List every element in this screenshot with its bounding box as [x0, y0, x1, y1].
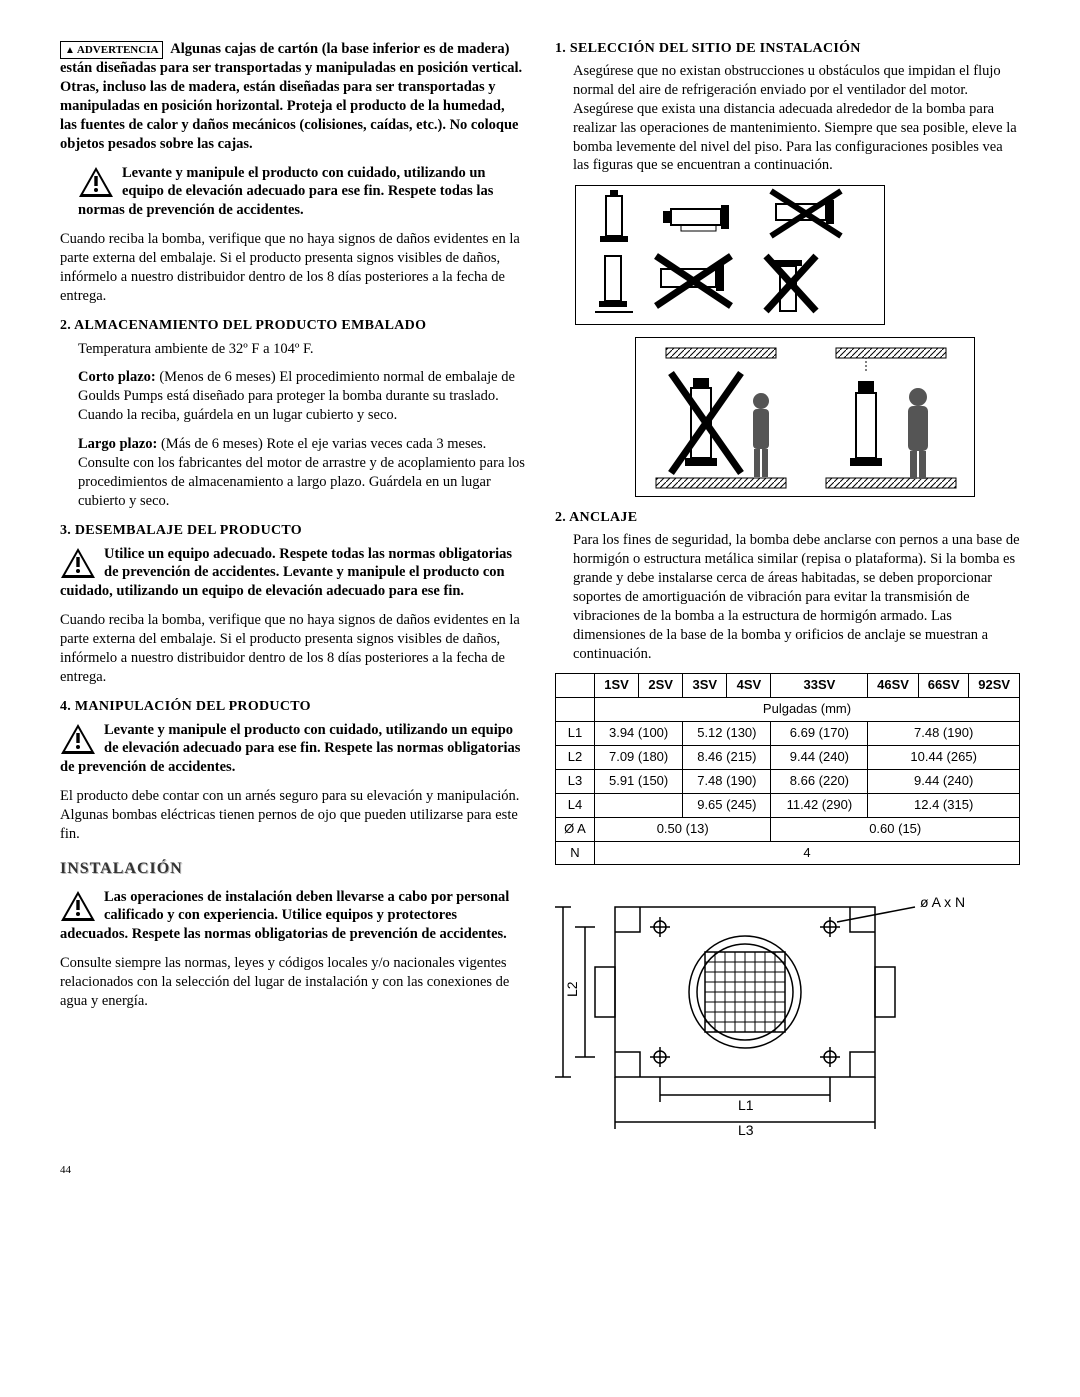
advert-para: ADVERTENCIA Algunas cajas de cartón (la … — [60, 40, 525, 154]
col-1sv: 1SV — [595, 674, 639, 698]
warning-triangle-icon — [60, 547, 96, 579]
heading-install: INSTALACIÓN — [60, 859, 525, 880]
table-cell: 7.48 (190) — [683, 769, 771, 793]
heading-storage: 2. ALMACENAMIENTO DEL PRODUCTO EMBALADO — [60, 317, 525, 335]
table-row: L13.94 (100)5.12 (130)6.69 (170)7.48 (19… — [556, 722, 1020, 746]
p7: El producto debe contar con un arnés seg… — [60, 787, 525, 844]
warning-triangle-icon — [60, 890, 96, 922]
row-label: N — [556, 841, 595, 865]
heading-unpack: 3. DESEMBALAJE DEL PRODUCTO — [60, 522, 525, 540]
table-cell: 9.44 (240) — [771, 746, 868, 770]
dim-axn: ø A x N — [920, 894, 965, 910]
warn4-text: Levante y manipule el producto con cuida… — [60, 722, 520, 776]
table-cell: 0.50 (13) — [595, 817, 771, 841]
table-row: L27.09 (180)8.46 (215)9.44 (240)10.44 (2… — [556, 746, 1020, 770]
right-p1: Asegúrese que no existan obstrucciones u… — [573, 62, 1020, 175]
table-cell: 9.44 (240) — [868, 769, 1020, 793]
table-cell: 6.69 (170) — [771, 722, 868, 746]
row-label: L2 — [556, 746, 595, 770]
page: ADVERTENCIA Algunas cajas de cartón (la … — [60, 40, 1020, 1143]
dim-l2: L2 — [564, 982, 580, 998]
heading-handling: 4. MANIPULACIÓN DEL PRODUCTO — [60, 698, 525, 716]
p5a: Largo plazo: — [78, 436, 157, 452]
table-cell: 4 — [595, 841, 1020, 865]
table-cell: 11.42 (290) — [771, 793, 868, 817]
table-cell: 7.09 (180) — [595, 746, 683, 770]
dim-l1: L1 — [738, 1097, 754, 1113]
dim-l4: L4 — [555, 982, 558, 998]
advert-badge: ADVERTENCIA — [60, 41, 163, 59]
page-number: 44 — [60, 1163, 1020, 1177]
row-label: L4 — [556, 793, 595, 817]
table-cell: 7.48 (190) — [868, 722, 1020, 746]
warn5-text: Las operaciones de instalación deben lle… — [60, 889, 509, 943]
warning-triangle-icon — [60, 723, 96, 755]
unit-cell: Pulgadas (mm) — [595, 698, 1020, 722]
table-cell: 8.66 (220) — [771, 769, 868, 793]
row-label: L1 — [556, 722, 595, 746]
warn1-text: Levante y manipule el producto con cuida… — [78, 165, 493, 219]
figure-baseplate: L1 L3 L2 L4 ø A x N — [555, 877, 1020, 1143]
table-row: Ø A0.50 (13)0.60 (15) — [556, 817, 1020, 841]
row-label: Ø A — [556, 817, 595, 841]
table-header-row: 1SV 2SV 3SV 4SV 33SV 46SV 66SV 92SV — [556, 674, 1020, 698]
table-cell — [595, 793, 683, 817]
p3: Temperatura ambiente de 32º F a 104º F. — [78, 340, 525, 359]
col-92sv: 92SV — [969, 674, 1020, 698]
table-cell: 10.44 (265) — [868, 746, 1020, 770]
table-cell: 5.91 (150) — [595, 769, 683, 793]
col-46sv: 46SV — [868, 674, 919, 698]
table-unit-row: Pulgadas (mm) — [556, 698, 1020, 722]
warning-block-1: Levante y manipule el producto con cuida… — [78, 164, 525, 221]
p5: Largo plazo: (Más de 6 meses) Rote el ej… — [78, 435, 525, 510]
p4: Corto plazo: (Menos de 6 meses) El proce… — [78, 368, 525, 425]
heading-anchor: 2. ANCLAJE — [555, 509, 1020, 527]
warning-triangle-icon — [78, 166, 114, 198]
table-cell: 8.46 (215) — [683, 746, 771, 770]
table-row: N4 — [556, 841, 1020, 865]
right-p2: Para los fines de seguridad, la bomba de… — [573, 531, 1020, 663]
warning-block-5: Las operaciones de instalación deben lle… — [60, 888, 525, 945]
col-4sv: 4SV — [727, 674, 771, 698]
left-column: ADVERTENCIA Algunas cajas de cartón (la … — [60, 40, 525, 1143]
p4a: Corto plazo: — [78, 369, 156, 385]
dim-l3: L3 — [738, 1122, 754, 1137]
p8: Consulte siempre las normas, leyes y cód… — [60, 954, 525, 1011]
figure-orientations — [575, 185, 885, 325]
col-33sv: 33SV — [771, 674, 868, 698]
table-row: L4 9.65 (245)11.42 (290)12.4 (315) — [556, 793, 1020, 817]
warn3-text: Utilice un equipo adecuado. Respete toda… — [60, 546, 512, 600]
p6: Cuando reciba la bomba, verifique que no… — [60, 611, 525, 686]
heading-site: 1. SELECCIÓN DEL SITIO DE INSTALACIÓN — [555, 40, 1020, 58]
table-cell: 0.60 (15) — [771, 817, 1020, 841]
row-label: L3 — [556, 769, 595, 793]
right-column: 1. SELECCIÓN DEL SITIO DE INSTALACIÓN As… — [555, 40, 1020, 1143]
table-cell: 9.65 (245) — [683, 793, 771, 817]
table-cell: 3.94 (100) — [595, 722, 683, 746]
table-row: L35.91 (150)7.48 (190)8.66 (220)9.44 (24… — [556, 769, 1020, 793]
col-2sv: 2SV — [639, 674, 683, 698]
col-3sv: 3SV — [683, 674, 727, 698]
dimensions-table: 1SV 2SV 3SV 4SV 33SV 46SV 66SV 92SV Pulg… — [555, 673, 1020, 865]
table-cell: 12.4 (315) — [868, 793, 1020, 817]
figure-clearance — [635, 337, 975, 497]
warning-block-3: Utilice un equipo adecuado. Respete toda… — [60, 545, 525, 602]
p2: Cuando reciba la bomba, verifique que no… — [60, 230, 525, 305]
warning-block-4: Levante y manipule el producto con cuida… — [60, 721, 525, 778]
table-cell: 5.12 (130) — [683, 722, 771, 746]
col-66sv: 66SV — [918, 674, 969, 698]
